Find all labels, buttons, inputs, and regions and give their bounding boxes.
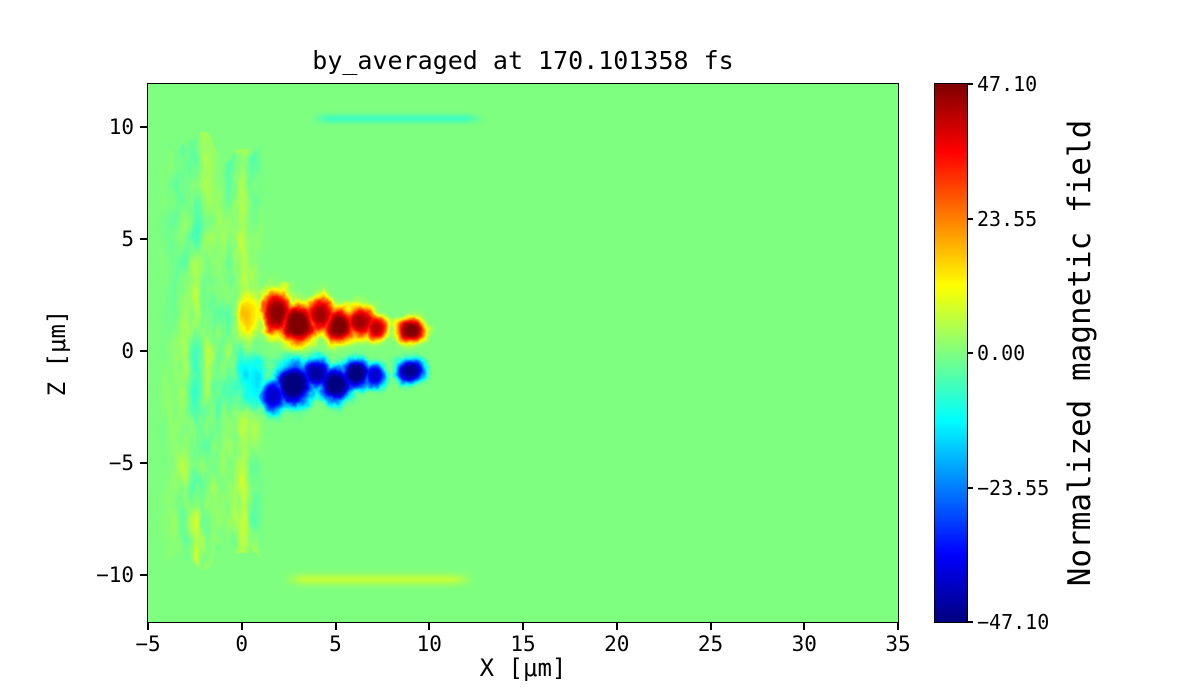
plot-title: by_averaged at 170.101358 fs <box>312 46 734 75</box>
x-tick-mark <box>428 622 431 630</box>
x-tick-label: 35 <box>885 632 911 656</box>
y-tick-label: 10 <box>108 114 134 139</box>
y-tick-label: −5 <box>108 450 134 475</box>
colorbar-tick-label: 0.00 <box>977 341 1026 365</box>
x-tick-mark <box>334 622 337 630</box>
colorbar-tick-label: 23.55 <box>977 206 1038 231</box>
y-tick-mark <box>140 125 148 128</box>
colorbar-tick-mark <box>967 83 973 85</box>
x-tick-mark <box>522 622 524 630</box>
x-tick-mark <box>709 622 712 630</box>
colorbar-tick-mark <box>967 352 973 354</box>
colorbar-gradient <box>935 84 967 622</box>
colorbar <box>934 83 968 623</box>
colorbar-label: Normalized magnetic field <box>1062 119 1098 587</box>
y-tick-mark <box>140 237 148 240</box>
y-tick-label: 0 <box>121 338 134 363</box>
y-tick-label: 5 <box>121 226 134 251</box>
y-tick-label: −10 <box>96 562 134 587</box>
heatmap-canvas <box>148 84 898 622</box>
colorbar-tick-label: −47.10 <box>977 610 1050 634</box>
x-tick-mark <box>897 622 899 630</box>
x-tick-label: 15 <box>510 632 536 656</box>
x-tick-mark <box>615 622 618 630</box>
x-tick-label: 5 <box>329 632 342 656</box>
colorbar-tick-label: −23.55 <box>977 475 1050 500</box>
colorbar-tick-mark <box>967 217 973 220</box>
plot-area <box>147 83 899 623</box>
x-tick-label: 10 <box>416 632 442 656</box>
colorbar-tick-label: 47.10 <box>977 72 1038 96</box>
x-tick-mark <box>803 622 806 630</box>
x-tick-label: −5 <box>135 632 161 656</box>
colorbar-tick-mark <box>967 486 973 489</box>
y-tick-mark <box>140 573 148 576</box>
x-tick-mark <box>147 622 149 630</box>
x-tick-label: 25 <box>697 632 724 656</box>
x-tick-label: 0 <box>235 632 249 656</box>
y-tick-mark <box>140 349 148 352</box>
x-axis-label: X [μm] <box>479 654 567 682</box>
x-tick-label: 30 <box>791 632 817 656</box>
x-tick-mark <box>240 622 243 630</box>
y-tick-mark <box>140 461 148 464</box>
colorbar-tick-mark <box>967 621 973 623</box>
x-tick-label: 20 <box>604 632 630 656</box>
